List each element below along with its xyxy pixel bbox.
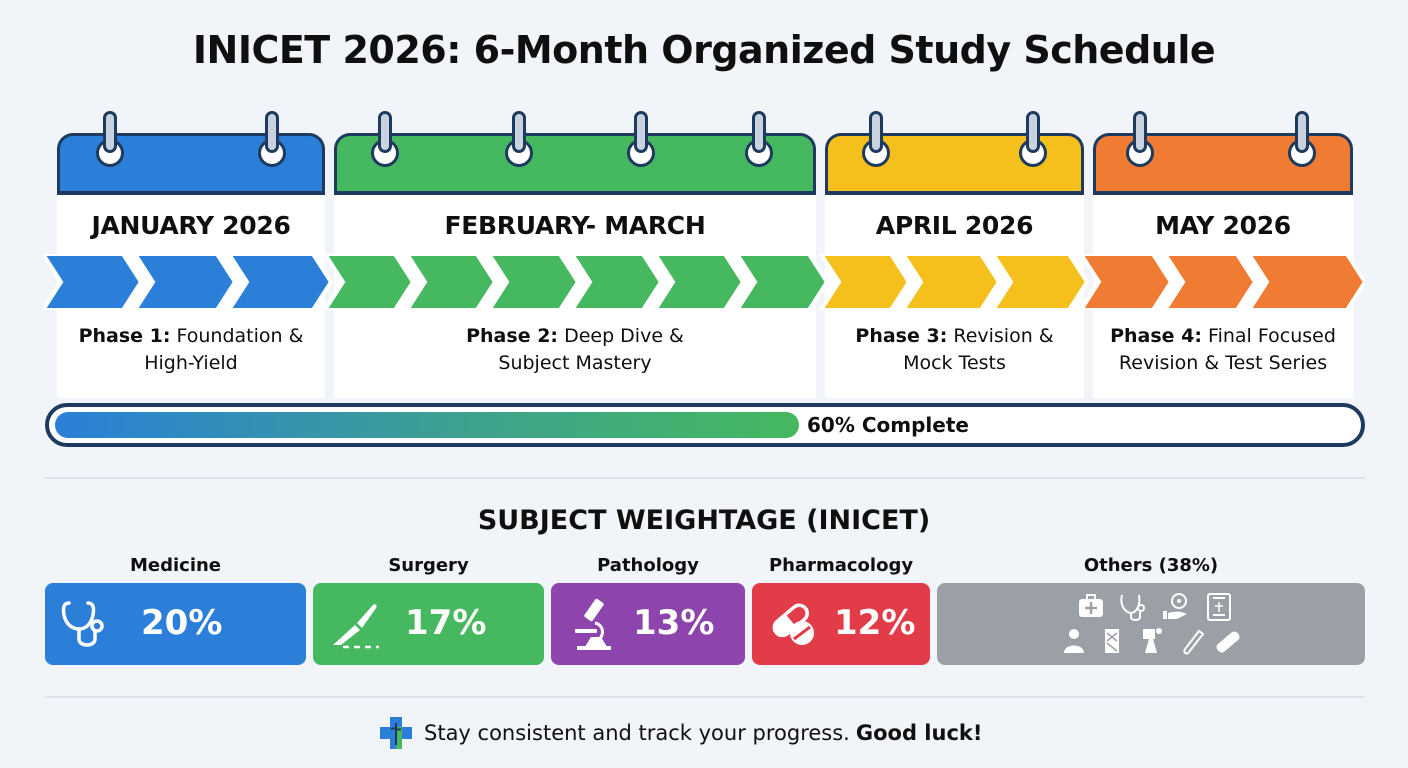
xray-icon <box>1207 593 1231 621</box>
medical-icons-group <box>1064 593 1240 655</box>
binder-ring-icon <box>257 111 287 167</box>
hand-cell-icon <box>1163 593 1187 619</box>
month-label: APRIL 2026 <box>875 211 1034 240</box>
divider <box>45 696 1365 698</box>
stethoscope-icon <box>1120 594 1145 621</box>
progress-fill <box>55 412 799 438</box>
subject-weightage-title: SUBJECT WEIGHTAGE (INICET) <box>477 505 931 536</box>
pills-icon <box>772 603 814 645</box>
calendar-header <box>334 133 816 195</box>
binder-ring-icon <box>370 111 400 167</box>
phase-description: Phase 2: Deep Dive & Subject Mastery <box>466 325 684 374</box>
footer-message: Stay consistent and track your progress.… <box>378 716 982 750</box>
subject-percent: 12% <box>834 603 916 643</box>
stethoscope-icon <box>61 601 104 647</box>
test-tube-icon <box>1183 629 1205 655</box>
binder-ring-icon <box>861 111 891 167</box>
progress-bar: 60% Complete <box>45 403 1365 447</box>
binder-ring-icon <box>504 111 534 167</box>
binder-ring-icon <box>626 111 656 167</box>
first-aid-kit-icon <box>1079 594 1103 617</box>
binder-ring-icon <box>1287 111 1317 167</box>
binder-ring-icon <box>1125 111 1155 167</box>
subject-percent: 17% <box>405 603 487 643</box>
progress-label: 60% Complete <box>807 413 969 437</box>
footer-text: Stay consistent and track your progress. <box>424 721 850 745</box>
doctor-icon <box>1064 629 1084 653</box>
footer-bold-text: Good luck! <box>855 721 983 745</box>
subject-card-medicine: Medicine 20% <box>45 555 306 665</box>
subject-name: Medicine <box>129 555 222 576</box>
lab-research-icon <box>1143 628 1162 653</box>
bandage-icon <box>1216 631 1240 653</box>
month-label: JANUARY 2026 <box>91 211 291 240</box>
phase-description: Phase 1: Foundation & High-Yield <box>78 325 304 374</box>
subject-percent: 20% <box>141 603 223 643</box>
page-title: INICET 2026: 6-Month Organized Study Sch… <box>192 28 1216 72</box>
subject-card-pathology: Pathology 13% <box>551 555 745 665</box>
subject-name: Others (38%) <box>1083 555 1219 576</box>
subject-name: Pathology <box>597 555 699 576</box>
binder-ring-icon <box>1018 111 1048 167</box>
subject-percent: 13% <box>633 603 715 643</box>
timeline-chevron-arrows <box>43 254 1365 310</box>
divider <box>45 477 1365 479</box>
subject-card-others: Others (38%) <box>937 555 1365 665</box>
phase-description: Phase 3: Revision & Mock Tests <box>855 325 1054 374</box>
binder-ring-icon <box>95 111 125 167</box>
subject-name: Surgery <box>388 555 469 576</box>
month-label: FEBRUARY- MARCH <box>444 211 706 240</box>
phase-description: Phase 4: Final Focused Revision & Test Se… <box>1110 325 1336 374</box>
month-label: MAY 2026 <box>1155 211 1291 240</box>
scalpel-icon <box>333 604 379 649</box>
subject-card-pharmacology: Pharmacology 12% <box>752 555 930 665</box>
medical-cross-logo-icon <box>380 717 412 749</box>
microscope-icon <box>575 598 611 650</box>
subject-card-surgery: Surgery 17% <box>313 555 544 665</box>
subject-name: Pharmacology <box>768 555 914 576</box>
anatomy-chart-icon <box>1105 629 1119 653</box>
calendar-january: JANUARY 2026 Phase 1: Foundation & High-Y… <box>57 111 325 398</box>
binder-ring-icon <box>744 111 774 167</box>
